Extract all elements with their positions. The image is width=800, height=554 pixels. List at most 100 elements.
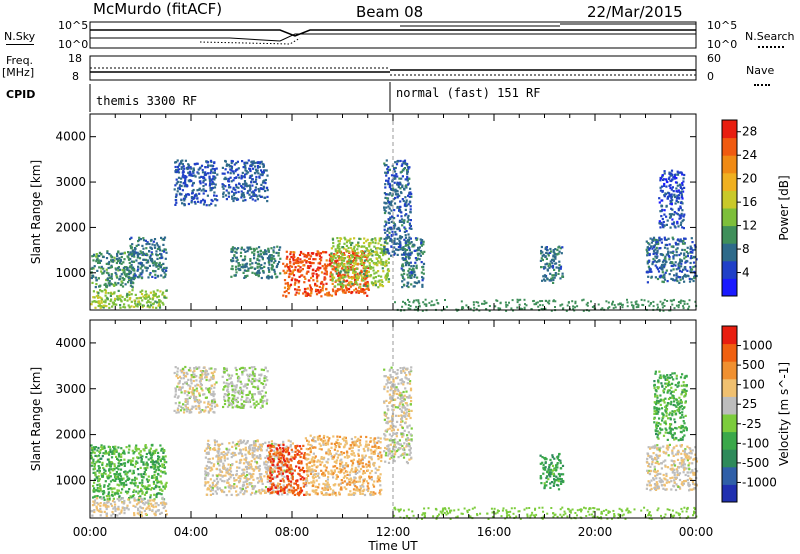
heatmap-cell <box>661 303 664 306</box>
heatmap-cell <box>160 470 163 473</box>
heatmap-cell <box>384 248 388 251</box>
heatmap-cell <box>256 169 259 172</box>
heatmap-cell <box>335 272 338 275</box>
heatmap-cell <box>174 402 177 405</box>
heatmap-cell <box>93 265 96 268</box>
heatmap-cell <box>258 377 261 380</box>
heatmap-cell <box>399 200 402 203</box>
heatmap-cell <box>163 294 166 298</box>
heatmap-cell <box>146 466 149 469</box>
heatmap-cell <box>249 175 252 178</box>
heatmap-cell <box>226 393 230 396</box>
heatmap-cell <box>617 303 620 306</box>
heatmap-cell <box>275 276 278 279</box>
heatmap-cell <box>333 266 337 269</box>
heatmap-cell <box>546 268 549 271</box>
heatmap-cell <box>158 456 161 459</box>
heatmap-cell <box>691 251 694 254</box>
heatmap-cell <box>122 462 125 465</box>
heatmap-cell <box>213 370 216 373</box>
heatmap-cell <box>223 177 226 181</box>
heatmap-cell <box>262 251 265 254</box>
heatmap-cell <box>159 460 162 463</box>
heatmap-cell <box>123 499 126 503</box>
heatmap-cell <box>407 254 410 257</box>
heatmap-cell <box>266 379 269 382</box>
heatmap-cell <box>157 509 160 512</box>
heatmap-cell <box>402 160 405 163</box>
heatmap-cell <box>679 238 682 241</box>
heatmap-cell <box>186 167 189 171</box>
heatmap-cell <box>551 264 555 268</box>
heatmap-cell <box>213 402 216 405</box>
heatmap-cell <box>129 459 132 462</box>
heatmap-cell <box>557 246 560 249</box>
heatmap-cell <box>256 250 259 253</box>
heatmap-cell <box>354 281 357 284</box>
heatmap-cell <box>388 168 391 171</box>
heatmap-cell <box>401 198 404 201</box>
heatmap-cell <box>192 390 195 393</box>
heatmap-cell <box>159 458 162 461</box>
heatmap-cell <box>362 290 365 293</box>
heatmap-cell <box>383 225 386 228</box>
colorbar-label: Power [dB] <box>777 175 791 240</box>
heatmap-cell <box>390 174 394 177</box>
heatmap-cell <box>537 305 540 308</box>
heatmap-cell <box>678 214 681 217</box>
heatmap-cell <box>145 507 148 510</box>
heatmap-cell <box>154 451 157 454</box>
heatmap-cell <box>519 307 522 310</box>
heatmap-cell <box>110 259 113 262</box>
heatmap-cell <box>556 248 559 252</box>
heatmap-cell <box>318 285 321 289</box>
y-axis-label: Slant Range [km] <box>29 160 43 264</box>
heatmap-cell <box>648 259 651 262</box>
heatmap-cell <box>246 383 249 386</box>
heatmap-cell <box>635 303 638 306</box>
heatmap-cell <box>676 184 679 187</box>
heatmap-cell <box>334 270 337 273</box>
heatmap-cell <box>262 171 265 174</box>
heatmap-cell <box>262 386 266 389</box>
heatmap-cell <box>92 496 95 499</box>
heatmap-cell <box>130 253 134 256</box>
heatmap-cell <box>110 264 113 267</box>
heatmap-cell <box>183 204 186 207</box>
heatmap-cell <box>184 183 187 186</box>
heatmap-cell <box>261 171 264 174</box>
heatmap-cell <box>345 289 348 292</box>
heatmap-cell <box>362 272 365 275</box>
heatmap-cell <box>140 458 143 461</box>
heatmap-cell <box>153 261 156 264</box>
heatmap-cell <box>143 470 146 474</box>
heatmap-cell <box>347 284 350 287</box>
heatmap-cell <box>372 261 375 265</box>
heatmap-cell <box>208 387 211 390</box>
heatmap-cell <box>240 194 243 197</box>
heatmap-cell <box>335 253 338 256</box>
heatmap-cell <box>251 184 254 187</box>
heatmap-cell <box>159 512 162 515</box>
heatmap-cell <box>378 237 381 240</box>
heatmap-cell <box>115 273 118 276</box>
heatmap-cell <box>648 252 651 256</box>
heatmap-cell <box>144 473 147 476</box>
heatmap-cell <box>270 276 274 279</box>
heatmap-cell <box>374 276 377 279</box>
heatmap-cell <box>477 304 480 307</box>
heatmap-cell <box>637 304 640 307</box>
heatmap-cell <box>308 284 312 287</box>
heatmap-cell <box>186 400 189 403</box>
heatmap-cell <box>157 274 160 277</box>
heatmap-cell <box>189 378 193 381</box>
heatmap-cell <box>663 213 666 216</box>
heatmap-cell <box>112 445 115 449</box>
heatmap-cell <box>113 463 116 466</box>
heatmap-cell <box>189 166 192 169</box>
heatmap-cell <box>650 245 653 248</box>
heatmap-cell <box>141 305 144 309</box>
heatmap-cell <box>343 276 346 279</box>
heatmap-cell <box>135 444 138 447</box>
heatmap-cell <box>422 240 425 243</box>
